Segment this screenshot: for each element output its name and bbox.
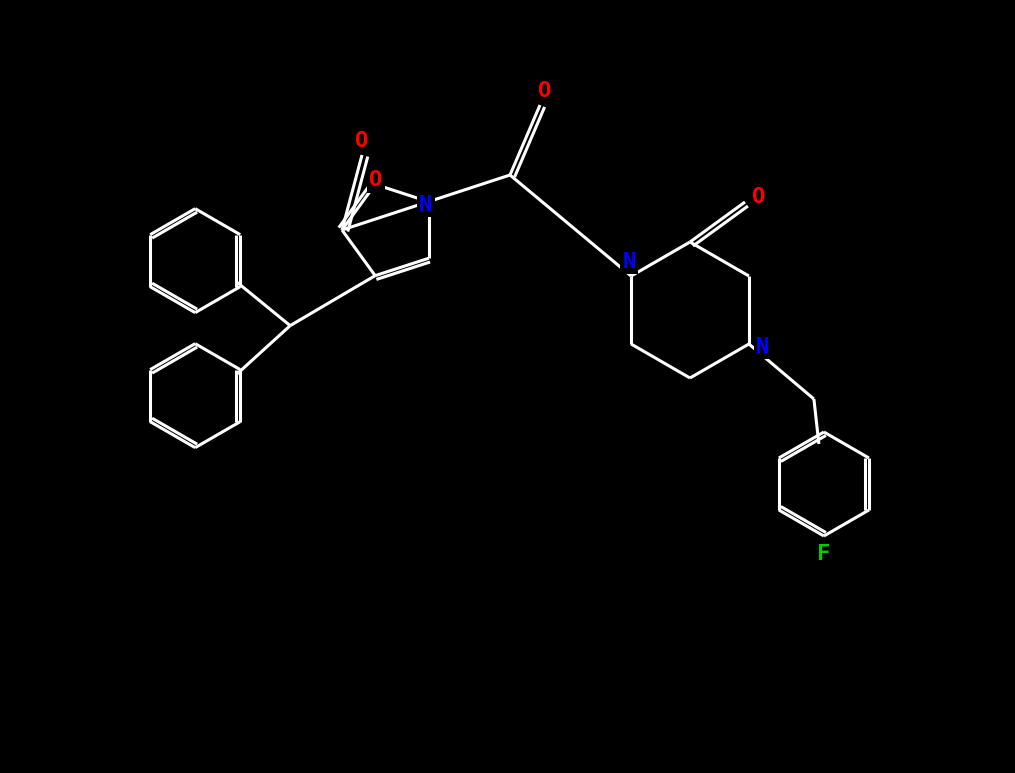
Text: O: O: [369, 170, 383, 190]
Text: N: N: [756, 337, 769, 357]
Text: F: F: [817, 544, 830, 564]
Text: N: N: [622, 252, 635, 272]
Text: O: O: [538, 81, 552, 101]
Text: O: O: [752, 187, 765, 207]
Text: O: O: [355, 131, 368, 151]
Text: N: N: [419, 195, 432, 215]
